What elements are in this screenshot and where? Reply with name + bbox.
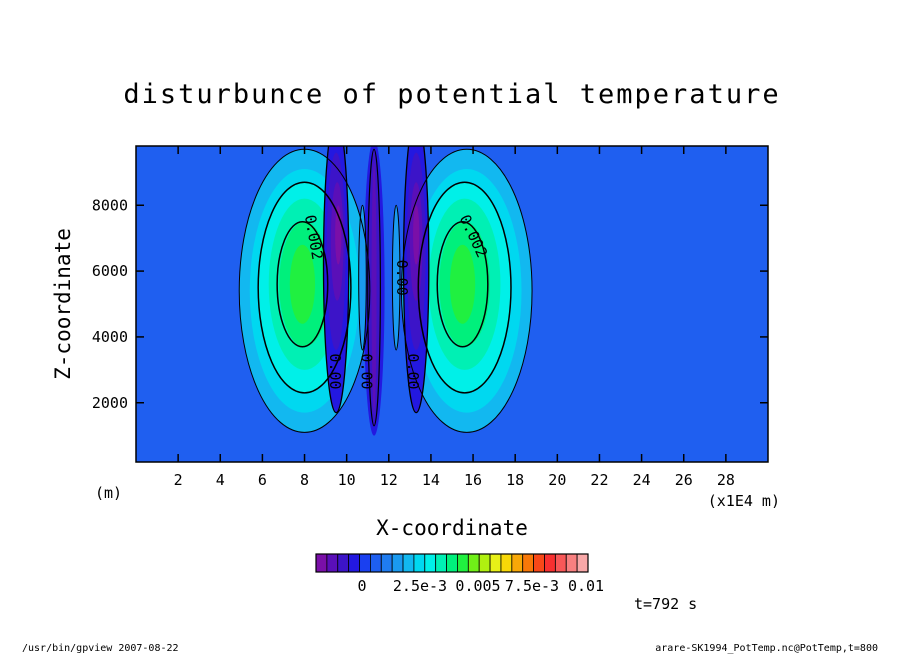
colorbar-swatch xyxy=(554,553,567,573)
chart-title: disturbunce of potential temperature xyxy=(123,79,780,110)
contour-line xyxy=(257,181,352,394)
contour-fill-region xyxy=(449,244,476,324)
x-tick-label: 22 xyxy=(590,471,608,489)
colorbar-swatch xyxy=(435,553,447,573)
contour-line xyxy=(276,220,329,348)
contour-line-layer xyxy=(238,146,533,433)
contour-line xyxy=(367,148,381,427)
colorbar-swatch xyxy=(402,553,415,573)
y-tick-label: 8000 xyxy=(92,196,128,214)
colorbar-swatch xyxy=(457,553,469,573)
contour-line xyxy=(402,146,430,414)
contour-fill-region xyxy=(371,162,377,413)
contour-fill-region xyxy=(392,205,400,351)
colorbar-swatch xyxy=(522,553,534,573)
colorbar-swatch xyxy=(348,553,360,573)
contour-label: 0.00 xyxy=(326,353,344,389)
x-tick-label: 10 xyxy=(338,471,356,489)
colorbar-swatch xyxy=(337,553,350,573)
colorbar-swatch xyxy=(478,553,491,573)
contour-fill-region xyxy=(413,205,420,265)
x-tick-label: 4 xyxy=(216,471,225,489)
colorbar-swatch xyxy=(511,553,524,573)
y-axis-label: Z-coordinate xyxy=(51,228,75,380)
colorbar-tick-label: 0 xyxy=(357,577,366,595)
colorbar-tick-label: 0.005 xyxy=(455,577,500,595)
contour-line xyxy=(391,204,401,351)
colorbar-swatch xyxy=(576,553,589,573)
x-tick-label: 28 xyxy=(717,471,735,489)
colorbar-swatch xyxy=(533,553,545,573)
y-axis: 2000 4000 6000 8000 xyxy=(92,196,768,412)
x-tick-label: 18 xyxy=(506,471,524,489)
colorbar-swatch xyxy=(391,553,404,573)
contour-line xyxy=(358,204,367,351)
x-unit-right: (x1E4 m) xyxy=(708,492,780,510)
colorbar-swatch xyxy=(544,553,556,573)
colorbar-swatch xyxy=(424,553,437,573)
colorbar-swatch xyxy=(467,553,480,573)
plot-frame xyxy=(135,145,769,463)
colorbar-tick-label: 0.01 xyxy=(568,577,604,595)
x-tick-label: 14 xyxy=(422,471,440,489)
colorbar-swatch xyxy=(413,553,426,573)
footer-right: arare-SK1994_PotTemp.nc@PotTemp,t=800 xyxy=(655,643,878,654)
x-tick-label: 2 xyxy=(174,471,183,489)
contour-line xyxy=(400,148,533,433)
contour-line xyxy=(322,146,350,414)
colorbar-swatch xyxy=(369,553,382,573)
x-tick-label: 24 xyxy=(633,471,651,489)
colorbar-swatch xyxy=(380,553,393,573)
colorbar-tick-label: 2.5e-3 xyxy=(393,577,447,595)
y-tick-label: 4000 xyxy=(92,328,128,346)
contour-label: 0.00 xyxy=(357,353,375,389)
colorbar-swatch xyxy=(446,553,458,573)
x-tick-label: 12 xyxy=(380,471,398,489)
x-tick-label: 20 xyxy=(548,471,566,489)
contour-line xyxy=(417,181,512,394)
y-tick-label: 6000 xyxy=(92,262,128,280)
time-label: t=792 s xyxy=(634,595,697,613)
y-tick-label: 2000 xyxy=(92,394,128,412)
contour-fill-region xyxy=(289,244,316,324)
colorbar-swatch xyxy=(359,553,371,573)
colorbar-tick-label: 7.5e-3 xyxy=(505,577,559,595)
contour-line xyxy=(436,220,489,348)
colorbar-swatch xyxy=(565,553,578,573)
contour-label: 0.00 xyxy=(404,353,422,389)
x-tick-label: 16 xyxy=(464,471,482,489)
contour-label: 0.00 xyxy=(393,260,411,296)
colorbar-swatch xyxy=(500,553,513,573)
x-unit-left: (m) xyxy=(95,484,122,502)
x-tick-label: 6 xyxy=(258,471,267,489)
colorbar-frame xyxy=(315,553,589,573)
colorbar-swatch xyxy=(489,553,502,573)
x-tick-label: 8 xyxy=(300,471,309,489)
x-axis-label: X-coordinate xyxy=(376,516,528,540)
footer-left: /usr/bin/gpview 2007-08-22 xyxy=(22,643,179,654)
colorbar xyxy=(315,553,589,573)
colorbar-swatch xyxy=(326,553,339,573)
x-axis: 2 4 6 8 10 12 14 16 18 20 22 24 26 28 xyxy=(174,146,735,489)
contour-fill-region xyxy=(358,205,367,351)
colorbar-swatch xyxy=(315,553,328,573)
x-tick-label: 26 xyxy=(675,471,693,489)
colorbar-tick-labels: 0 2.5e-3 0.005 7.5e-3 0.01 xyxy=(357,577,604,595)
